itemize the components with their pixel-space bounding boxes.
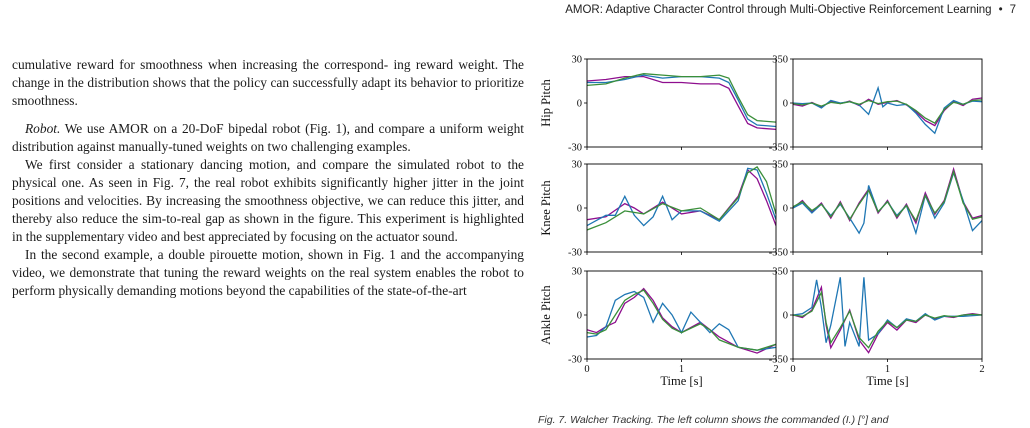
plot-3-series-series_a — [793, 166, 982, 225]
plot-2-ytick-label: -30 — [568, 248, 582, 259]
plot-4-ylabel: Ankle Pitch — [539, 285, 553, 345]
plot-1-series-series_c — [793, 99, 982, 124]
plot-4-xtick-label: 0 — [584, 364, 589, 375]
plot-2-ytick-label: 30 — [572, 160, 583, 171]
plot-2-series-series_a — [587, 168, 776, 226]
plot-5-xtick-label: 1 — [885, 364, 890, 375]
plot-3-ytick-label: 350 — [772, 160, 788, 171]
plot-2-ylabel: Knee Pitch — [539, 180, 553, 236]
plot-3-ytick-label: -350 — [769, 248, 788, 259]
plot-4-series-series_a — [587, 287, 776, 354]
plot-4-xtick-label: 1 — [679, 364, 684, 375]
figure-caption: Fig. 7. Walcher Tracking. The left colum… — [538, 414, 889, 426]
plot-4-xtick-label: 2 — [773, 364, 778, 375]
plot-3-series-series_c — [793, 169, 982, 223]
plot-1-series-series_b — [793, 85, 982, 135]
plot-2-series-series_b — [587, 167, 776, 227]
plot-1-ytick-label: 0 — [783, 99, 788, 110]
plot-0-frame — [586, 58, 777, 148]
plot-5-ytick-label: 0 — [783, 311, 788, 322]
plot-0-ylabel: Hip Pitch — [539, 78, 553, 126]
body-text-column: cumulative reward for smoothness when in… — [12, 56, 524, 428]
plot-4-series-series_c — [587, 289, 776, 351]
plot-1-ytick-label: -350 — [769, 143, 788, 154]
plot-2-ytick-label: 0 — [577, 204, 582, 215]
plot-3-frame — [792, 163, 983, 253]
paragraph-pirouette: In the second example, a double pirouett… — [12, 247, 524, 298]
plot-2-series-series_c — [587, 166, 776, 231]
plot-5-ytick-label: 350 — [772, 267, 788, 278]
plot-0-ytick-label: -30 — [568, 143, 582, 154]
page-number: 7 — [1009, 4, 1016, 16]
plot-4-xlabel: Time [s] — [660, 374, 702, 388]
plot-0-series-series_a — [587, 75, 776, 131]
plot-5-ytick-label: -350 — [769, 355, 788, 366]
plot-5-series-series_c — [793, 290, 982, 349]
plot-2-frame — [586, 163, 777, 253]
plot-5-xtick-label: 2 — [979, 364, 984, 375]
paragraph-dancing: We first consider a stationary dancing m… — [12, 157, 524, 244]
header-title: AMOR: Adaptive Character Control through… — [565, 4, 992, 16]
plot-0-series-series_c — [587, 73, 776, 123]
plot-0-ytick-label: 30 — [572, 55, 583, 66]
plot-5-frame — [792, 270, 983, 360]
plot-5-xtick-label: 0 — [790, 364, 795, 375]
plot-0-ytick-label: 0 — [577, 99, 582, 110]
plot-4-ytick-label: 30 — [572, 267, 583, 278]
paragraph-robot-text: We use AMOR on a 20-DoF bipedal robot (F… — [12, 121, 524, 154]
running-header: AMOR: Adaptive Character Control through… — [565, 4, 1016, 16]
paragraph-smoothness: cumulative reward for smoothness when in… — [12, 57, 524, 108]
plot-5-xlabel: Time [s] — [866, 374, 908, 388]
runin-heading-robot: Robot. — [25, 121, 61, 136]
plot-3-ytick-label: 0 — [783, 204, 788, 215]
plot-4-ytick-label: 0 — [577, 311, 582, 322]
plot-4-ytick-label: -30 — [568, 355, 582, 366]
plot-1-ytick-label: 350 — [772, 55, 788, 66]
plot-4-series-series_b — [587, 290, 776, 351]
paragraph-robot: Robot. We use AMOR on a 20-DoF bipedal r… — [12, 120, 524, 156]
header-separator: • — [998, 4, 1003, 16]
